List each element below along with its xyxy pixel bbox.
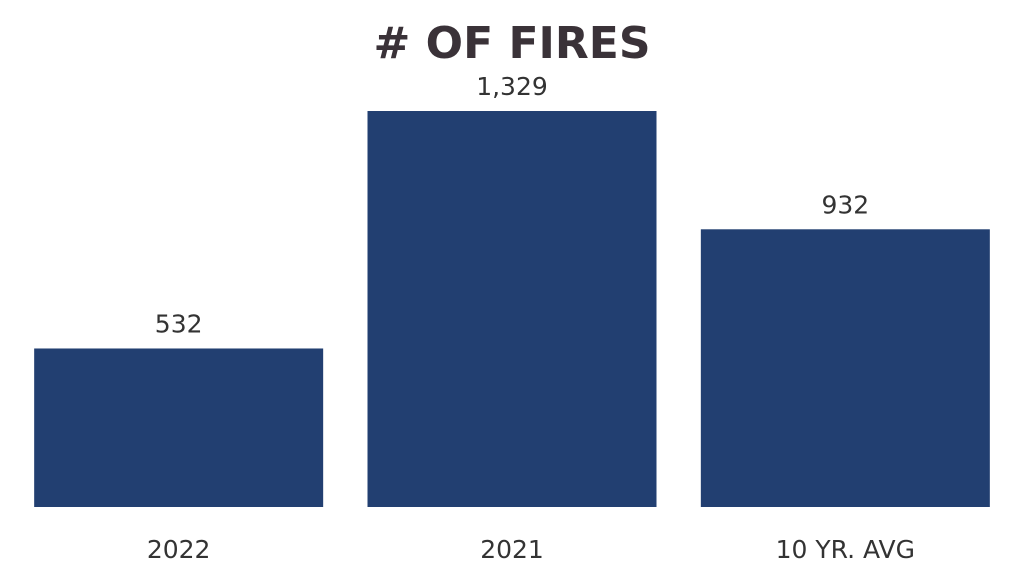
value-label: 932 [821, 190, 869, 219]
value-label: 532 [155, 309, 203, 338]
chart-title: # OF FIRES [373, 18, 650, 69]
x-tick-label: 2021 [480, 535, 544, 564]
x-tick-label: 2022 [147, 535, 211, 564]
bar [367, 111, 657, 507]
bar [700, 229, 990, 507]
value-label: 1,329 [476, 72, 548, 101]
bar [34, 348, 324, 507]
x-tick-label: 10 YR. AVG [776, 535, 915, 564]
